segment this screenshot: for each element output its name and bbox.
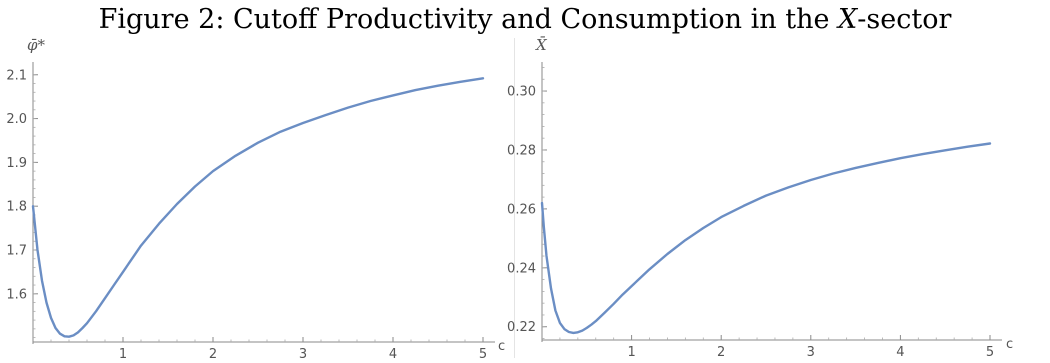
y-tick-label: 1.9 (6, 156, 27, 171)
x-axis-label: c (498, 339, 505, 354)
y-tick-label: 1.6 (6, 287, 27, 302)
y-tick-label: 0.22 (507, 320, 536, 335)
y-tick-label: 0.28 (507, 143, 536, 158)
x-tick-label: 2 (209, 347, 217, 362)
figure-title-prefix: Figure 2: Cutoff Productivity and Consum… (98, 4, 839, 35)
figure-title: Figure 2: Cutoff Productivity and Consum… (0, 4, 1050, 35)
y-tick-label: 0.26 (507, 202, 536, 217)
x-tick-label: 1 (627, 345, 635, 360)
y-tick-label: 2.0 (6, 112, 27, 127)
y-tick-label: 2.1 (6, 68, 27, 83)
x-tick-label: 4 (389, 347, 397, 362)
y-axis-label: X̄ (535, 36, 548, 54)
series-line (31, 77, 485, 338)
y-tick-label: 1.8 (6, 200, 27, 215)
y-tick-label: 0.24 (507, 261, 536, 276)
y-axis-label: φ̄* (27, 36, 46, 54)
y-tick-label: 0.30 (507, 85, 536, 100)
y-tick-label: 1.7 (6, 244, 27, 259)
x-tick-label: 4 (896, 345, 904, 360)
panel-divider (514, 38, 515, 358)
figure-title-suffix: -sector (857, 4, 952, 35)
x-tick-label: 5 (986, 345, 994, 360)
x-tick-label: 3 (807, 345, 815, 360)
x-tick-label: 5 (479, 347, 487, 362)
figure-title-variable: X (838, 4, 858, 35)
x-tick-label: 3 (299, 347, 307, 362)
x-tick-label: 1 (119, 347, 127, 362)
cutoff-productivity-chart: 1 2 3 4 5 1.6 1.7 1.8 1.9 2.0 2.1 c φ̄* (6, 36, 505, 362)
series-line (540, 142, 992, 335)
x-tick-label: 2 (717, 345, 725, 360)
x-axis-label: c (1006, 337, 1013, 352)
